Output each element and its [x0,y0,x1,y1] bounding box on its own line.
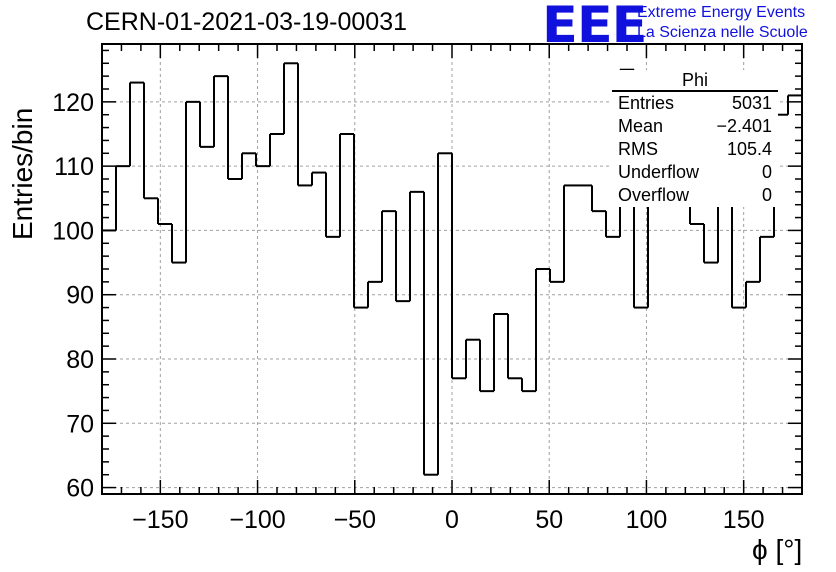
stats-title: Phi [612,70,778,92]
y-tick-label: 110 [54,153,94,181]
axis-ticks [101,44,803,494]
stats-value: 0 [761,162,772,182]
stats-row-entries: Entries 5031 [612,92,778,115]
stats-row-mean: Mean −2.401 [612,115,778,138]
stats-label: RMS [618,139,658,159]
logo-line-2: La Scienza nelle Scuole [637,24,808,41]
stats-label: Underflow [618,162,700,182]
x-tick-label: 0 [445,506,459,534]
y-axis-label: Entries/bin [7,107,38,240]
y-tick-label: 80 [66,346,94,374]
y-tick-label: 100 [52,217,94,245]
stats-label: Overflow [618,185,690,205]
stats-row-underflow: Underflow 0 [612,161,778,184]
x-axis-label: ϕ [°] [752,534,803,565]
stats-box: Phi Entries 5031 Mean −2.401 RMS 105.4 U… [612,70,778,207]
x-tick-label: −150 [132,506,188,534]
x-tick-label: 150 [723,506,765,534]
y-tick-label: 60 [66,475,94,503]
y-tick-label: 90 [66,282,94,310]
y-tick-label: 70 [66,410,94,438]
stats-row-overflow: Overflow 0 [612,184,778,207]
tick-labels: −150 −100 −50 0 50 100 150 60 70 80 90 100 110 120 [52,89,764,534]
stats-value: 105.4 [726,139,772,159]
y-tick-label: 120 [52,89,94,117]
chart-title: CERN-01-2021-03-19-00031 [86,8,408,36]
logo-line-1: Extreme Energy Events [637,4,806,21]
eee-logo: EEE [542,0,647,54]
stats-value: 0 [761,185,772,205]
x-tick-label: 100 [626,506,668,534]
stats-label: Mean [618,116,664,136]
stats-row-rms: RMS 105.4 [612,138,778,161]
stats-value: 5031 [731,93,772,113]
x-tick-label: −100 [229,506,285,534]
stats-label: Entries [618,93,675,113]
x-tick-label: −50 [334,506,376,534]
stats-value: −2.401 [716,116,772,136]
x-tick-label: 50 [535,506,563,534]
